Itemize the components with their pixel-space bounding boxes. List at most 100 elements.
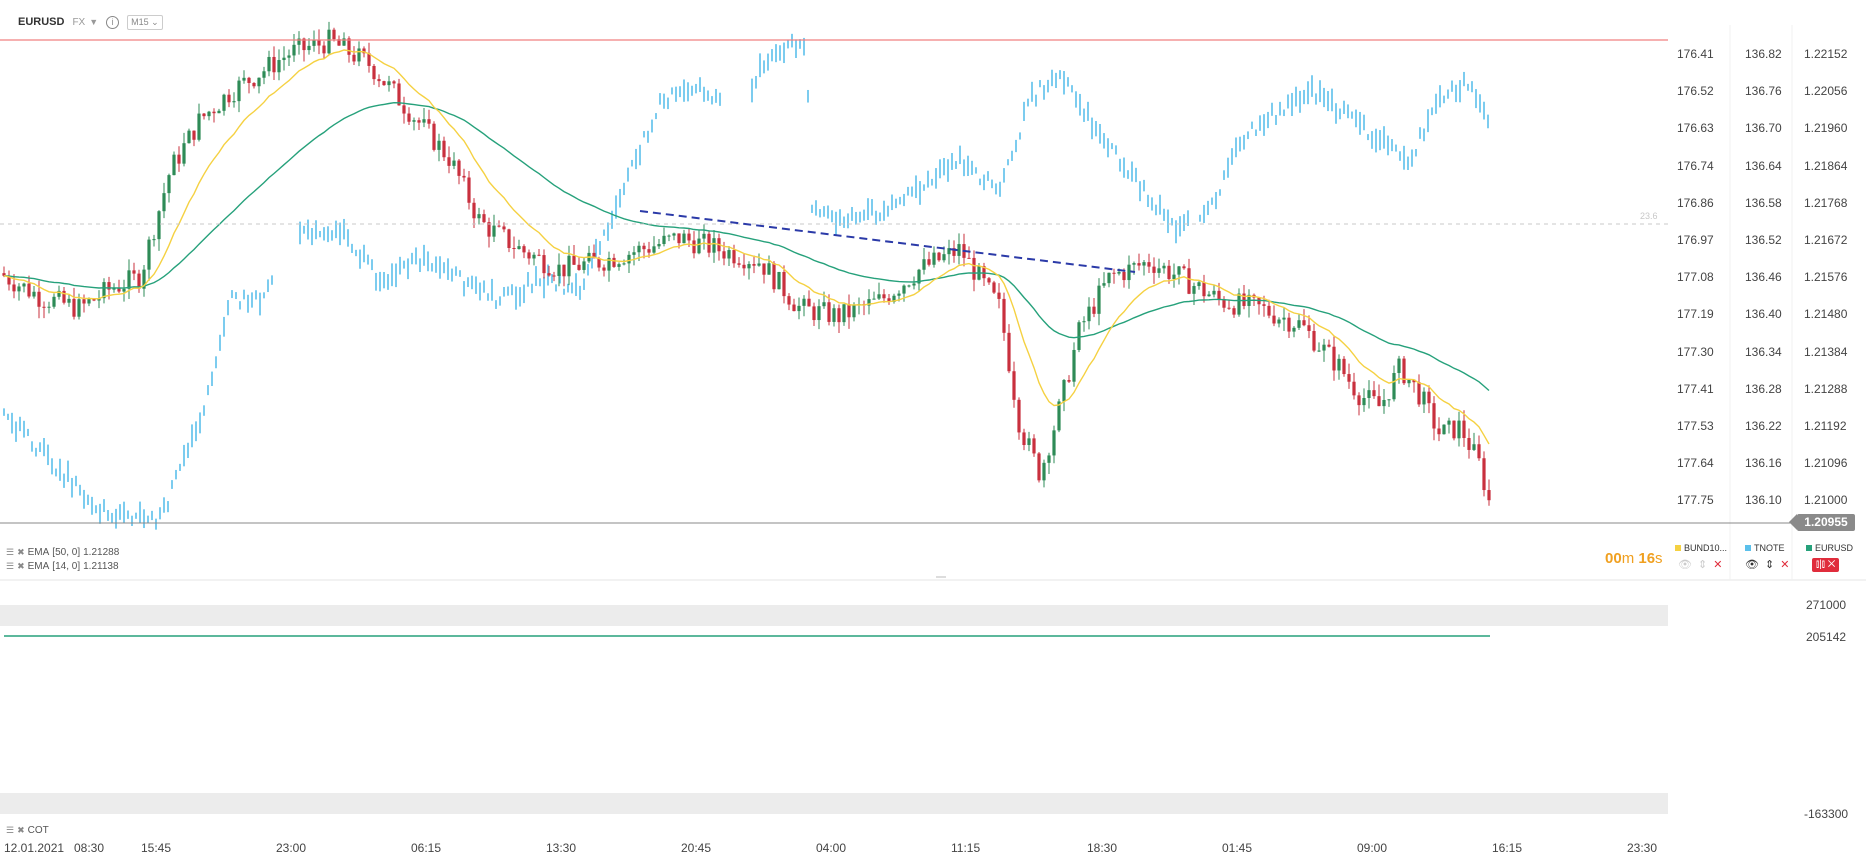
candle-body: [452, 160, 456, 166]
candle-body: [332, 29, 336, 40]
candle-body: [1437, 428, 1441, 435]
close-icon[interactable]: ✖: [17, 825, 25, 835]
indicator-ema-50[interactable]: ☰ ✖ EMA [50, 0] 1.21288: [6, 547, 119, 558]
candle-body: [232, 101, 236, 103]
axis-tick-label: 176.97: [1677, 233, 1714, 247]
candle-body: [927, 259, 931, 265]
candle-body: [727, 250, 731, 259]
close-icon[interactable]: ✕: [1713, 559, 1723, 571]
axis-tick-label: 136.82: [1745, 47, 1782, 61]
indicator-cot[interactable]: ☰ ✖ COT: [6, 825, 49, 836]
candle-body: [1307, 325, 1311, 331]
candle-body: [222, 94, 226, 111]
sort-icon[interactable]: ⇕: [1697, 559, 1708, 571]
axis-tick-label: 1.21000: [1804, 493, 1848, 508]
close-icon[interactable]: ✕: [1780, 559, 1790, 571]
axis-tick-label: 136.46: [1745, 270, 1782, 285]
candle-body: [1412, 379, 1416, 383]
candle-type-button[interactable]: ⫾|⫾ ✕: [1812, 558, 1840, 572]
candle-body: [1012, 371, 1016, 400]
candle-body: [597, 258, 601, 268]
symbol-name[interactable]: EURUSD: [18, 16, 65, 28]
list-icon[interactable]: ☰: [6, 825, 15, 835]
time-tick-label: 15:45: [141, 841, 172, 855]
axis-tick-label: 177.41: [1677, 381, 1714, 396]
axis-tick-label: 136.64: [1745, 158, 1782, 173]
candle-body: [777, 271, 781, 290]
candle-body: [992, 282, 996, 293]
candle-body: [1172, 274, 1176, 280]
time-tick-label: 11:15: [951, 841, 981, 855]
indicator-value: 1.21288: [83, 547, 120, 558]
close-icon[interactable]: ✖: [17, 547, 25, 557]
candle-body: [372, 65, 376, 80]
candle-body: [742, 264, 746, 269]
candle-body: [1227, 307, 1231, 309]
indicator-params: [14, 0]: [52, 561, 81, 572]
candle-body: [1372, 390, 1376, 397]
candle-body: [1392, 373, 1396, 400]
candle-body: [1297, 320, 1301, 328]
candle-body: [522, 246, 526, 253]
timer-seconds: 16: [1638, 550, 1656, 567]
candle-body: [1237, 293, 1241, 315]
symbol-tab-tnote[interactable]: TNOTE: [1745, 543, 1785, 553]
axis-tick-label: 1.21288: [1804, 381, 1848, 396]
candle-body: [227, 94, 231, 103]
candle-body: [22, 283, 26, 287]
candle-timer: 00m 16s: [1605, 550, 1663, 567]
candle-body: [1267, 305, 1271, 316]
candle-body: [1367, 390, 1371, 399]
candle-body: [1402, 358, 1406, 384]
indicator-ema-14[interactable]: ☰ ✖ EMA [14, 0] 1.21138: [6, 561, 119, 572]
info-icon[interactable]: i: [106, 15, 120, 29]
candle-body: [117, 288, 121, 292]
candle-body: [1082, 321, 1086, 323]
candle-body: [1332, 346, 1336, 371]
eye-icon[interactable]: 👁: [1745, 559, 1759, 571]
axis-tick-label: 1.21768: [1804, 195, 1848, 210]
candle-body: [772, 263, 776, 290]
candle-body: [697, 238, 701, 254]
candle-body: [287, 55, 291, 58]
axis-tick-label: 177.64: [1677, 456, 1714, 471]
eye-icon[interactable]: 👁: [1678, 559, 1692, 571]
candle-body: [842, 304, 846, 323]
symbol-tab-bund[interactable]: BUND10...: [1675, 543, 1727, 553]
candle-body: [192, 130, 196, 140]
candle-body: [102, 282, 106, 299]
symbol-tab-eurusd[interactable]: EURUSD: [1806, 543, 1853, 553]
candle-body: [27, 283, 31, 297]
chevron-down-icon[interactable]: ▼: [89, 17, 99, 27]
candle-body: [822, 302, 826, 307]
candle-body: [1357, 395, 1361, 406]
candle-body: [507, 229, 511, 249]
timeframe-select[interactable]: M15 ⌄: [127, 14, 163, 30]
candle-body: [277, 60, 281, 73]
list-icon[interactable]: ☰: [6, 547, 15, 557]
time-tick-label: 04:00: [816, 841, 847, 855]
candle-body: [1197, 282, 1201, 287]
candle-body: [187, 130, 191, 144]
candle-body: [147, 239, 151, 270]
candle-body: [1382, 400, 1386, 407]
candle-body: [812, 306, 816, 321]
candle-body: [317, 39, 321, 46]
candle-body: [32, 291, 36, 297]
candle-body: [1122, 271, 1126, 281]
indicator-label: COT: [27, 825, 49, 836]
candle-body: [207, 111, 211, 117]
sort-icon[interactable]: ⇕: [1764, 559, 1775, 571]
close-icon[interactable]: ✖: [17, 561, 25, 571]
candle-body: [177, 154, 181, 164]
cot-axis-label: 271000: [1806, 598, 1847, 612]
axis-tick-label: 176.63: [1677, 121, 1714, 136]
candle-body: [1212, 290, 1216, 295]
trend-line[interactable]: [639, 210, 1136, 273]
axis-tick-label: 177.30: [1677, 344, 1714, 359]
candle-body: [1352, 381, 1356, 396]
timeframe-value: M15: [131, 16, 149, 27]
candle-body: [402, 105, 406, 114]
list-icon[interactable]: ☰: [6, 561, 15, 571]
